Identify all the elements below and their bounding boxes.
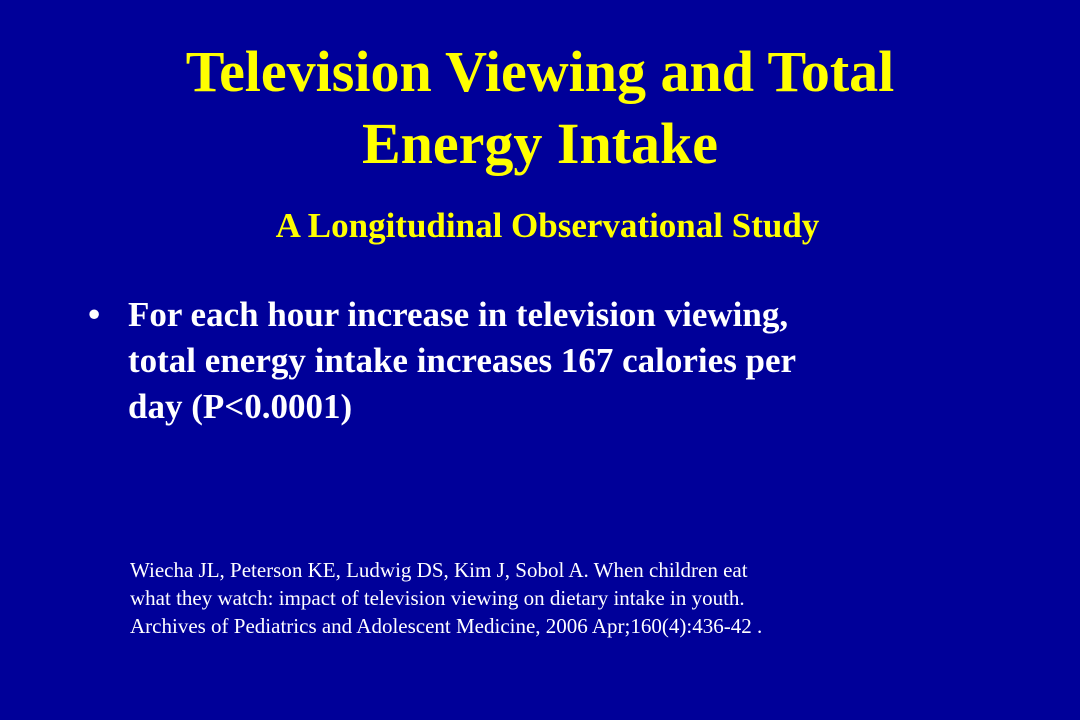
bullet-line-3: day (P<0.0001) (128, 387, 353, 426)
title-line-2: Energy Intake (361, 111, 719, 176)
bullet-list: • For each hour increase in television v… (88, 292, 988, 430)
bullet-item: • For each hour increase in television v… (88, 292, 988, 430)
citation-line-1: Wiecha JL, Peterson KE, Ludwig DS, Kim J… (130, 558, 748, 582)
citation-line-3: Archives of Pediatrics and Adolescent Me… (130, 614, 763, 638)
bullet-line-1: For each hour increase in television vie… (128, 295, 789, 334)
slide-title: Television Viewing and Total Energy Inta… (60, 36, 1020, 180)
slide-subtitle: A Longitudinal Observational Study (275, 206, 820, 245)
bullet-marker: • (88, 295, 101, 334)
bullet-line-2: total energy intake increases 167 calori… (128, 341, 797, 380)
citation: Wiecha JL, Peterson KE, Ludwig DS, Kim J… (130, 556, 990, 640)
title-line-1: Television Viewing and Total (185, 39, 895, 104)
citation-line-2: what they watch: impact of television vi… (130, 586, 745, 610)
